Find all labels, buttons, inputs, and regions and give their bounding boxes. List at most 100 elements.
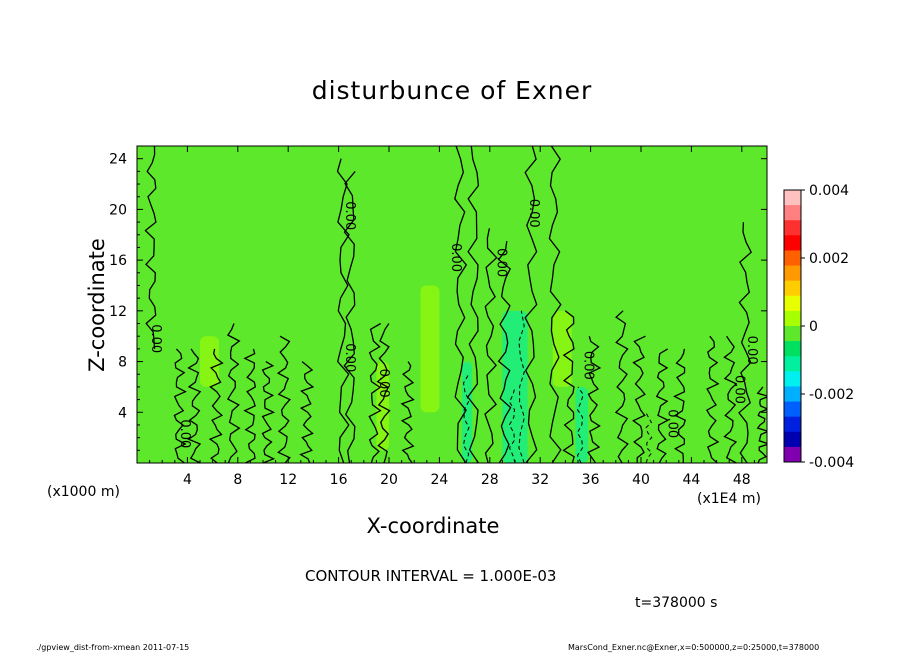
contour-line bbox=[484, 228, 498, 463]
contour-line bbox=[299, 361, 315, 463]
colorbar-swatch bbox=[784, 235, 801, 251]
positive-region bbox=[376, 361, 389, 451]
contour-line bbox=[400, 361, 415, 463]
x-tick-label: 28 bbox=[481, 472, 499, 488]
contour-line bbox=[243, 348, 257, 463]
x-axis-label: X-coordinate bbox=[366, 514, 500, 538]
contour-line bbox=[562, 310, 575, 463]
colorbar-swatch bbox=[784, 326, 801, 342]
y-tick-label: 8 bbox=[118, 355, 127, 371]
contour-line bbox=[276, 335, 291, 463]
contour-line bbox=[208, 348, 224, 463]
positive-region bbox=[420, 285, 440, 413]
contour-line bbox=[524, 146, 538, 463]
x-unit-right: (x1E4 m) bbox=[697, 491, 761, 507]
contour-label: 0.00 bbox=[342, 201, 357, 230]
contour-line bbox=[632, 335, 646, 463]
colorbar-label: -0.004 bbox=[809, 455, 854, 471]
negative-region bbox=[462, 361, 473, 463]
contour-line bbox=[144, 146, 157, 349]
contour-line-negative bbox=[645, 412, 653, 463]
contour-label: 0.00 bbox=[177, 419, 192, 448]
colorbar-label: 0 bbox=[809, 319, 818, 335]
y-tick-label: 4 bbox=[118, 405, 127, 421]
positive-region bbox=[200, 336, 219, 387]
contour-label: 0.00 bbox=[744, 336, 759, 365]
contour-line bbox=[655, 348, 670, 463]
x-tick-label: 40 bbox=[632, 472, 650, 488]
contour-line bbox=[673, 348, 686, 463]
footer-script: ./gpview_dist-from-xmean 2011-07-15 bbox=[36, 643, 190, 652]
contour-line bbox=[723, 335, 738, 463]
colorbar-swatch bbox=[784, 401, 801, 418]
contour-line bbox=[343, 170, 356, 463]
x-tick-label: 4 bbox=[183, 472, 192, 488]
contour-line bbox=[706, 335, 720, 463]
contour-interval-text: CONTOUR INTERVAL = 1.000E-03 bbox=[305, 567, 557, 585]
contour-label: 0.00 bbox=[448, 243, 463, 272]
contour-line bbox=[376, 323, 391, 463]
x-axis-ticks: 4 8 12 16 20 24 28 32 36 40 44 48 bbox=[149, 146, 755, 488]
contour-line bbox=[466, 146, 480, 463]
colorbar-swatch bbox=[784, 205, 801, 221]
y-axis-ticks: 4 8 12 16 20 24 bbox=[109, 152, 767, 451]
x-tick-label: 36 bbox=[582, 472, 600, 488]
x-tick-label: 24 bbox=[430, 472, 448, 488]
y-tick-label: 12 bbox=[109, 304, 127, 320]
colorbar-swatch bbox=[784, 280, 801, 297]
contour-label: 0.00 bbox=[580, 351, 595, 380]
contour-line bbox=[756, 386, 767, 463]
contour-line-negative bbox=[518, 310, 525, 463]
contour-line bbox=[738, 222, 753, 463]
contour-line bbox=[261, 361, 276, 463]
footer-source: MarsCond_Exner.nc@Exner,x=0:500000,z=0:2… bbox=[568, 643, 820, 652]
y-tick-label: 16 bbox=[109, 253, 127, 269]
x-tick-label: 48 bbox=[733, 472, 751, 488]
colorbar-swatch bbox=[784, 190, 801, 206]
contour-line-negative bbox=[508, 386, 516, 463]
contour-label: 0.00 bbox=[342, 343, 357, 372]
contour-line bbox=[587, 336, 602, 463]
y-axis-label: Z-coordinate bbox=[85, 238, 109, 372]
contour-label: 0.00 bbox=[732, 375, 747, 404]
contour-label: 0.00 bbox=[148, 324, 163, 353]
contour-line bbox=[497, 241, 512, 463]
colorbar-label: 0.004 bbox=[809, 183, 849, 199]
colorbar-swatch bbox=[784, 371, 801, 387]
colorbar-swatch bbox=[784, 431, 801, 448]
colorbar-swatch bbox=[784, 220, 801, 236]
x-tick-label: 32 bbox=[531, 472, 549, 488]
contour-lines bbox=[144, 146, 767, 463]
x-tick-label: 16 bbox=[330, 472, 348, 488]
x-unit-left: (x1000 m) bbox=[47, 484, 120, 500]
x-tick-label: 12 bbox=[279, 472, 297, 488]
contour-label: 0.00 bbox=[376, 369, 391, 398]
colorbar-swatch bbox=[784, 310, 801, 327]
colorbar-swatch bbox=[784, 446, 801, 463]
colorbar-swatch bbox=[784, 356, 801, 372]
x-tick-label: 44 bbox=[682, 472, 700, 488]
time-text: t=378000 s bbox=[635, 595, 718, 611]
y-tick-label: 20 bbox=[109, 202, 127, 218]
contour-line bbox=[454, 146, 468, 463]
contour-line bbox=[187, 348, 202, 463]
plot-background bbox=[137, 146, 767, 463]
contour-line bbox=[368, 322, 382, 463]
colorbar-swatch bbox=[784, 250, 801, 267]
negative-region bbox=[502, 310, 528, 463]
colorbar-swatch bbox=[784, 341, 801, 357]
contour-label: 0.00 bbox=[493, 248, 508, 277]
contour-line bbox=[226, 323, 241, 463]
contour-line bbox=[614, 310, 629, 463]
chart-title: disturbunce of Exner bbox=[311, 76, 593, 105]
x-tick-label: 20 bbox=[380, 472, 398, 488]
colorbar-swatch bbox=[784, 265, 801, 282]
contour-line bbox=[336, 158, 350, 463]
contour-line-negative bbox=[462, 373, 470, 463]
colorbar-label: 0.002 bbox=[809, 251, 849, 267]
colorbar-label: -0.002 bbox=[809, 387, 854, 403]
field-regions bbox=[200, 285, 589, 463]
contour-label: 0.00 bbox=[526, 199, 541, 228]
x-tick-label: 8 bbox=[233, 472, 242, 488]
